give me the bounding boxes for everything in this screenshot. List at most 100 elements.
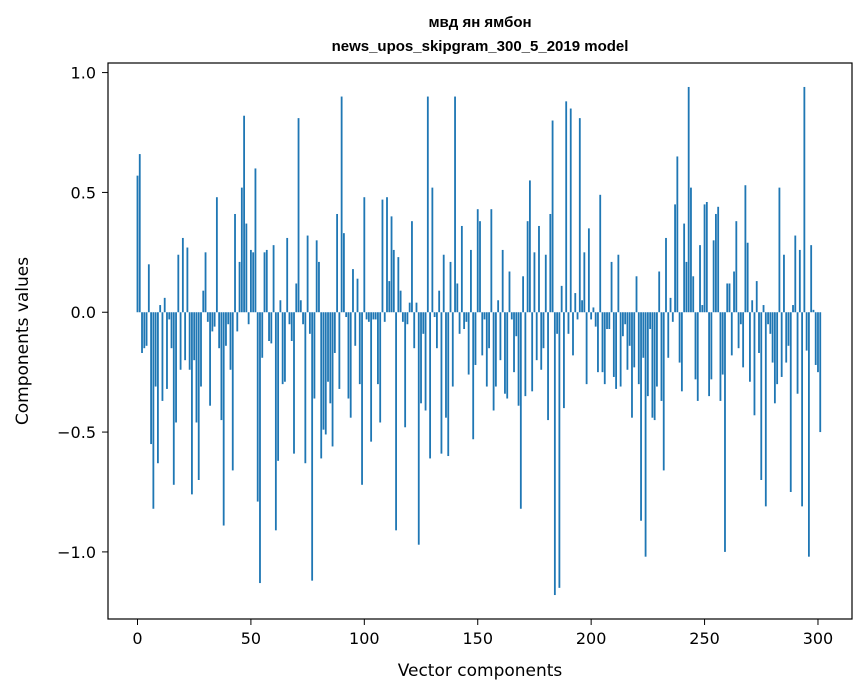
bar [345,312,348,318]
bar [249,249,252,313]
bar [311,312,314,581]
bar [206,312,209,322]
bar [152,312,155,509]
bar [456,283,459,313]
bar [714,213,717,313]
bar [320,312,323,459]
bar [293,312,295,454]
bar [329,312,332,404]
bar [501,249,504,313]
x-tick-label: 100 [349,629,380,648]
bar [640,312,642,521]
bar [717,206,720,313]
bar [147,264,150,313]
bar [383,312,386,322]
bar [420,312,422,404]
bar [279,300,282,313]
bar [225,312,227,346]
bar [211,312,214,332]
bar [783,254,785,313]
bar [399,290,402,313]
bar [649,312,652,330]
bar [739,312,742,325]
bar [807,312,810,557]
y-axis-label: Components values [13,257,33,425]
bar [617,254,620,313]
bar [313,312,316,399]
bar [284,312,286,382]
bar [277,312,280,461]
bar [175,312,177,423]
bar [281,312,284,385]
bar [563,312,565,409]
bar [524,312,527,397]
bar [342,233,345,313]
bar [519,312,522,509]
bar [585,312,588,385]
bar [204,252,207,313]
y-tick-label: −1.0 [57,543,96,562]
bar [612,312,615,377]
bar [576,312,579,320]
bar [696,312,699,401]
bar [601,312,604,373]
bar [767,312,769,325]
bar [395,312,397,531]
bar [476,209,479,313]
bar [141,312,143,353]
bar [690,187,692,313]
bar [803,86,806,313]
bar [352,269,354,313]
bar [653,312,656,421]
bar [499,312,502,361]
bar [356,278,359,313]
bar [749,312,751,382]
bar [506,312,509,399]
bar [578,118,581,313]
bars-group [136,86,822,596]
bar [624,312,627,325]
bar [270,312,273,344]
bar [669,297,672,313]
bar [202,290,205,313]
bar [540,312,543,370]
bar [642,312,645,358]
bar [238,261,241,313]
bar [377,312,379,385]
bar [213,312,216,327]
bar [336,213,339,313]
bar [243,115,246,313]
bar [422,312,425,334]
bar [397,257,400,313]
bar [236,312,239,332]
bar [597,312,599,373]
bar [753,312,756,416]
bar [447,312,450,457]
y-tick-label: 0.0 [71,303,96,322]
bar [263,252,266,313]
bar [778,187,781,313]
bar [794,235,797,313]
bar [542,312,545,349]
bar [358,312,361,385]
bar [699,245,701,313]
bar [814,312,817,365]
bar [599,194,602,313]
bar [435,312,438,349]
bar [592,307,595,313]
bar [492,312,495,411]
bar [479,221,481,313]
x-tick-label: 250 [689,629,720,648]
bar [191,312,193,495]
bar [785,312,788,363]
bar [451,312,454,387]
bar [535,312,538,361]
bar [136,175,139,313]
bar [290,312,293,341]
bar [197,312,200,480]
bar [703,204,706,313]
bar [780,312,783,377]
bar [755,281,758,313]
bar [764,312,767,507]
bar [789,312,792,492]
